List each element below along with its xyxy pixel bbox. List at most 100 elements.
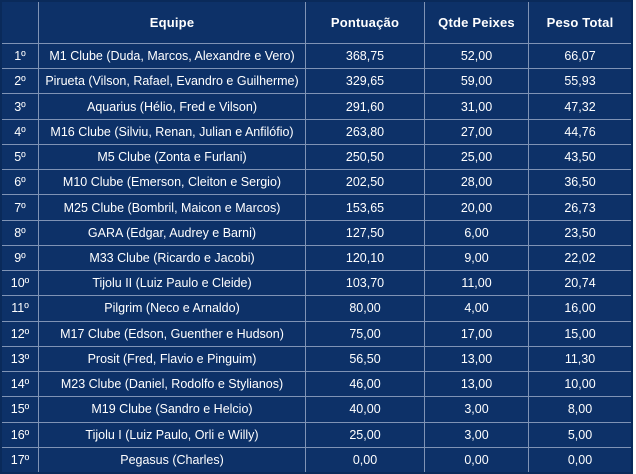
team-cell: M5 Clube (Zonta e Furlani) [38, 143, 306, 171]
fish-count-cell: 13,00 [424, 371, 529, 398]
table-row: 10º Tijolu II (Luiz Paulo e Cleide) 103,70… [0, 270, 633, 297]
fish-count-cell: 20,00 [424, 194, 529, 221]
score-cell: 0,00 [305, 446, 425, 474]
table-row: 9º M33 Clube (Ricardo e Jacobi) 120,10 9,00… [0, 244, 633, 272]
total-weight-cell: 20,74 [528, 270, 633, 297]
total-weight-cell: 8,00 [528, 396, 633, 423]
total-weight-cell: 11,30 [528, 345, 633, 373]
total-weight-cell: 5,00 [528, 421, 633, 448]
fish-count-cell: 17,00 [424, 320, 529, 347]
total-weight-cell: 16,00 [528, 295, 633, 322]
fish-count-cell: 9,00 [424, 244, 529, 272]
table-row: 6º M10 Clube (Emerson, Cleiton e Sergio) 2… [0, 169, 633, 196]
total-weight-cell: 44,76 [528, 118, 633, 145]
rank-cell: 13º [0, 345, 39, 373]
team-cell: M33 Clube (Ricardo e Jacobi) [38, 244, 306, 272]
score-header: Pontuação [305, 0, 425, 44]
team-cell: Tijolu II (Luiz Paulo e Cleide) [38, 270, 306, 297]
rank-cell: 10º [0, 270, 39, 297]
fish-count-cell: 52,00 [424, 42, 529, 70]
table-row: 12º M17 Clube (Edson, Guenther e Hudson) 7… [0, 320, 633, 347]
fish-count-cell: 13,00 [424, 345, 529, 373]
header-row: Equipe Pontuação Qtde Peixes Peso Total [0, 0, 633, 44]
table-row: 7º M25 Clube (Bombril, Maicon e Marcos) 15… [0, 194, 633, 221]
team-cell: M10 Clube (Emerson, Cleiton e Sergio) [38, 169, 306, 196]
team-cell: M25 Clube (Bombril, Maicon e Marcos) [38, 194, 306, 221]
team-cell: Aquarius (Hélio, Fred e Vilson) [38, 93, 306, 120]
score-cell: 202,50 [305, 169, 425, 196]
table-row: 16º Tijolu I (Luiz Paulo, Orli e Willy) 25… [0, 421, 633, 448]
total-weight-cell: 47,32 [528, 93, 633, 120]
fish-count-cell: 6,00 [424, 219, 529, 246]
rank-cell: 4º [0, 118, 39, 145]
score-cell: 46,00 [305, 371, 425, 398]
fish-count-cell: 27,00 [424, 118, 529, 145]
table-row: 4º M16 Clube (Silviu, Renan, Julian e Anf… [0, 118, 633, 145]
fish-count-cell: 4,00 [424, 295, 529, 322]
score-cell: 40,00 [305, 396, 425, 423]
table-row: 14º M23 Clube (Daniel, Rodolfo e Styliano… [0, 371, 633, 398]
rank-cell: 17º [0, 446, 39, 474]
rank-cell: 7º [0, 194, 39, 221]
team-cell: Tijolu I (Luiz Paulo, Orli e Willy) [38, 421, 306, 448]
score-cell: 263,80 [305, 118, 425, 145]
rank-header [0, 0, 39, 44]
fish-count-cell: 3,00 [424, 396, 529, 423]
team-cell: Pilgrim (Neco e Arnaldo) [38, 295, 306, 322]
total-weight-cell: 10,00 [528, 371, 633, 398]
total-weight-cell: 22,02 [528, 244, 633, 272]
total-weight-cell: 15,00 [528, 320, 633, 347]
score-cell: 153,65 [305, 194, 425, 221]
score-cell: 291,60 [305, 93, 425, 120]
total-weight-cell: 55,93 [528, 68, 633, 95]
team-cell: M19 Clube (Sandro e Helcio) [38, 396, 306, 423]
table-row: 15º M19 Clube (Sandro e Helcio) 40,00 3,00 8… [0, 396, 633, 423]
total-weight-cell: 66,07 [528, 42, 633, 70]
fish-count-cell: 59,00 [424, 68, 529, 95]
rank-cell: 14º [0, 371, 39, 398]
score-cell: 25,00 [305, 421, 425, 448]
rank-cell: 12º [0, 320, 39, 347]
table-row: 5º M5 Clube (Zonta e Furlani) 250,50 25,00 4… [0, 143, 633, 171]
fish-count-header: Qtde Peixes [424, 0, 529, 44]
table-row: 11º Pilgrim (Neco e Arnaldo) 80,00 4,00 16,0… [0, 295, 633, 322]
team-cell: Prosit (Fred, Flavio e Pinguim) [38, 345, 306, 373]
rank-cell: 9º [0, 244, 39, 272]
table-row: 13º Prosit (Fred, Flavio e Pinguim) 56,50 1… [0, 345, 633, 373]
score-cell: 56,50 [305, 345, 425, 373]
table-row: 3º Aquarius (Hélio, Fred e Vilson) 291,60 3… [0, 93, 633, 120]
fish-count-cell: 3,00 [424, 421, 529, 448]
score-cell: 329,65 [305, 68, 425, 95]
table-row: 8º GARA (Edgar, Audrey e Barni) 127,50 6,00… [0, 219, 633, 246]
total-weight-cell: 26,73 [528, 194, 633, 221]
total-weight-header: Peso Total [528, 0, 633, 44]
rank-cell: 5º [0, 143, 39, 171]
rank-cell: 8º [0, 219, 39, 246]
score-cell: 127,50 [305, 219, 425, 246]
team-cell: M23 Clube (Daniel, Rodolfo e Stylianos) [38, 371, 306, 398]
table-row: 17º Pegasus (Charles) 0,00 0,00 0,00 [0, 446, 633, 474]
rank-cell: 16º [0, 421, 39, 448]
score-cell: 120,10 [305, 244, 425, 272]
team-cell: Pegasus (Charles) [38, 446, 306, 474]
team-cell: Pirueta (Vilson, Rafael, Evandro e Guilh… [38, 68, 306, 95]
team-cell: M1 Clube (Duda, Marcos, Alexandre e Vero… [38, 42, 306, 70]
table-row: 2º Pirueta (Vilson, Rafael, Evandro e Gui… [0, 68, 633, 95]
team-header: Equipe [38, 0, 306, 44]
rank-cell: 15º [0, 396, 39, 423]
fish-count-cell: 28,00 [424, 169, 529, 196]
rank-cell: 11º [0, 295, 39, 322]
score-cell: 75,00 [305, 320, 425, 347]
rank-cell: 1º [0, 42, 39, 70]
table-row: 1º M1 Clube (Duda, Marcos, Alexandre e Ve… [0, 42, 633, 70]
score-cell: 103,70 [305, 270, 425, 297]
score-cell: 250,50 [305, 143, 425, 171]
score-cell: 80,00 [305, 295, 425, 322]
score-cell: 368,75 [305, 42, 425, 70]
fish-count-cell: 25,00 [424, 143, 529, 171]
total-weight-cell: 23,50 [528, 219, 633, 246]
fish-count-cell: 11,00 [424, 270, 529, 297]
total-weight-cell: 43,50 [528, 143, 633, 171]
rank-cell: 2º [0, 68, 39, 95]
total-weight-cell: 36,50 [528, 169, 633, 196]
